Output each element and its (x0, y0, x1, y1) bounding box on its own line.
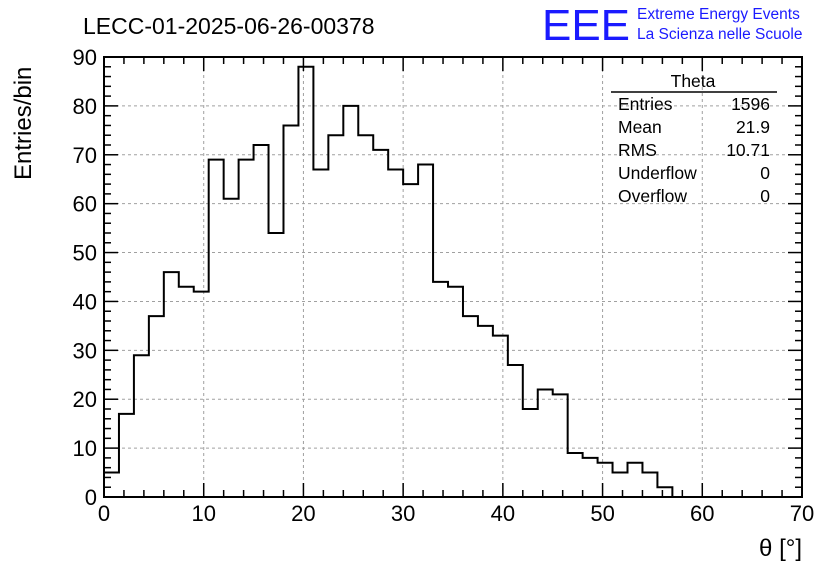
y-tick-label: 50 (73, 241, 97, 266)
stats-mean-label: Mean (618, 117, 662, 137)
chart-title: LECC-01-2025-06-26-00378 (83, 13, 375, 39)
histogram-bin (358, 135, 373, 497)
histogram-bin (134, 355, 149, 497)
histogram-bin (149, 316, 164, 497)
histogram-bin (194, 292, 209, 497)
histogram-bin (328, 135, 343, 497)
x-tick-label: 40 (491, 501, 515, 526)
histogram-bin (538, 389, 553, 497)
stats-box: Theta Entries 1596 Mean 21.9 RMS 10.71 U… (611, 71, 777, 206)
histogram-bin (313, 169, 328, 497)
y-axis-title: Entries/bin (10, 67, 37, 180)
stats-entries-label: Entries (618, 94, 673, 114)
histogram-bin (388, 169, 403, 497)
histogram-outline (103, 65, 793, 498)
histogram-bin (478, 326, 493, 497)
histogram-series (103, 65, 793, 498)
y-tick-label: 0 (85, 485, 97, 510)
stats-overflow-value: 0 (760, 186, 770, 206)
stats-rms-value: 10.71 (726, 140, 770, 160)
histogram-bin (254, 145, 269, 497)
histogram-bin (598, 463, 613, 497)
x-tick-label: 70 (790, 501, 814, 526)
y-tick-label: 90 (73, 45, 97, 70)
histogram-bin (628, 463, 643, 497)
histogram-bin (493, 336, 508, 497)
stats-underflow-value: 0 (760, 163, 770, 183)
histogram-bin (119, 414, 134, 497)
y-tick-label: 80 (73, 94, 97, 119)
plot-frame (103, 56, 803, 498)
y-tick-label: 60 (73, 192, 97, 217)
histogram-bin (269, 233, 284, 497)
x-tick-label: 50 (590, 501, 614, 526)
histogram-bin (433, 282, 448, 497)
y-tick-label: 40 (73, 289, 97, 314)
x-tick-label: 60 (690, 501, 714, 526)
stats-underflow-label: Underflow (618, 163, 697, 183)
histogram-bin (508, 365, 523, 497)
histogram-bin (463, 316, 478, 497)
stats-mean-value: 21.9 (736, 117, 770, 137)
histogram-bin (224, 199, 239, 497)
eee-logo-line2: La Scienza nelle Scuole (637, 26, 802, 43)
stats-entries-value: 1596 (731, 94, 770, 114)
x-tick-label: 0 (98, 501, 110, 526)
histogram-bin (613, 473, 628, 497)
grid (104, 57, 802, 497)
histogram-bin (553, 394, 568, 497)
y-tick-label: 30 (73, 338, 97, 363)
x-axis-title: θ [°] (759, 535, 802, 562)
stats-overflow-label: Overflow (618, 186, 687, 206)
histogram-bin (209, 160, 224, 497)
histogram-bin (298, 67, 313, 497)
eee-logo-mark: EEE (542, 1, 630, 50)
histogram-bin (657, 487, 672, 497)
histogram-bin (164, 272, 179, 497)
histogram-bin (403, 184, 418, 497)
axis-ticks (103, 56, 803, 498)
histogram-bin (642, 473, 657, 497)
stats-rms-label: RMS (618, 140, 657, 160)
stats-box-title: Theta (671, 71, 716, 91)
histogram-bin (283, 125, 298, 497)
histogram-bin (373, 150, 388, 497)
x-tick-label: 10 (191, 501, 215, 526)
histogram-bin (583, 458, 598, 497)
y-tick-label: 20 (73, 387, 97, 412)
histogram-bin (418, 165, 433, 497)
histogram-bin (568, 453, 583, 497)
y-tick-label: 10 (73, 436, 97, 461)
histogram-bin (179, 287, 194, 497)
histogram-bin (104, 473, 119, 497)
y-tick-label: 70 (73, 143, 97, 168)
histogram-bin (448, 287, 463, 497)
histogram-bin (343, 106, 358, 497)
x-tick-label: 20 (291, 501, 315, 526)
histogram-bin (523, 409, 538, 497)
tick-labels: 0 10 20 30 40 50 60 70 0 10 20 30 40 50 60 70 80 90 (73, 45, 815, 526)
x-tick-label: 30 (391, 501, 415, 526)
histogram-bin (239, 160, 254, 497)
eee-logo: EEE Extreme Energy Events La Scienza nel… (542, 1, 802, 50)
eee-logo-line1: Extreme Energy Events (637, 6, 800, 23)
